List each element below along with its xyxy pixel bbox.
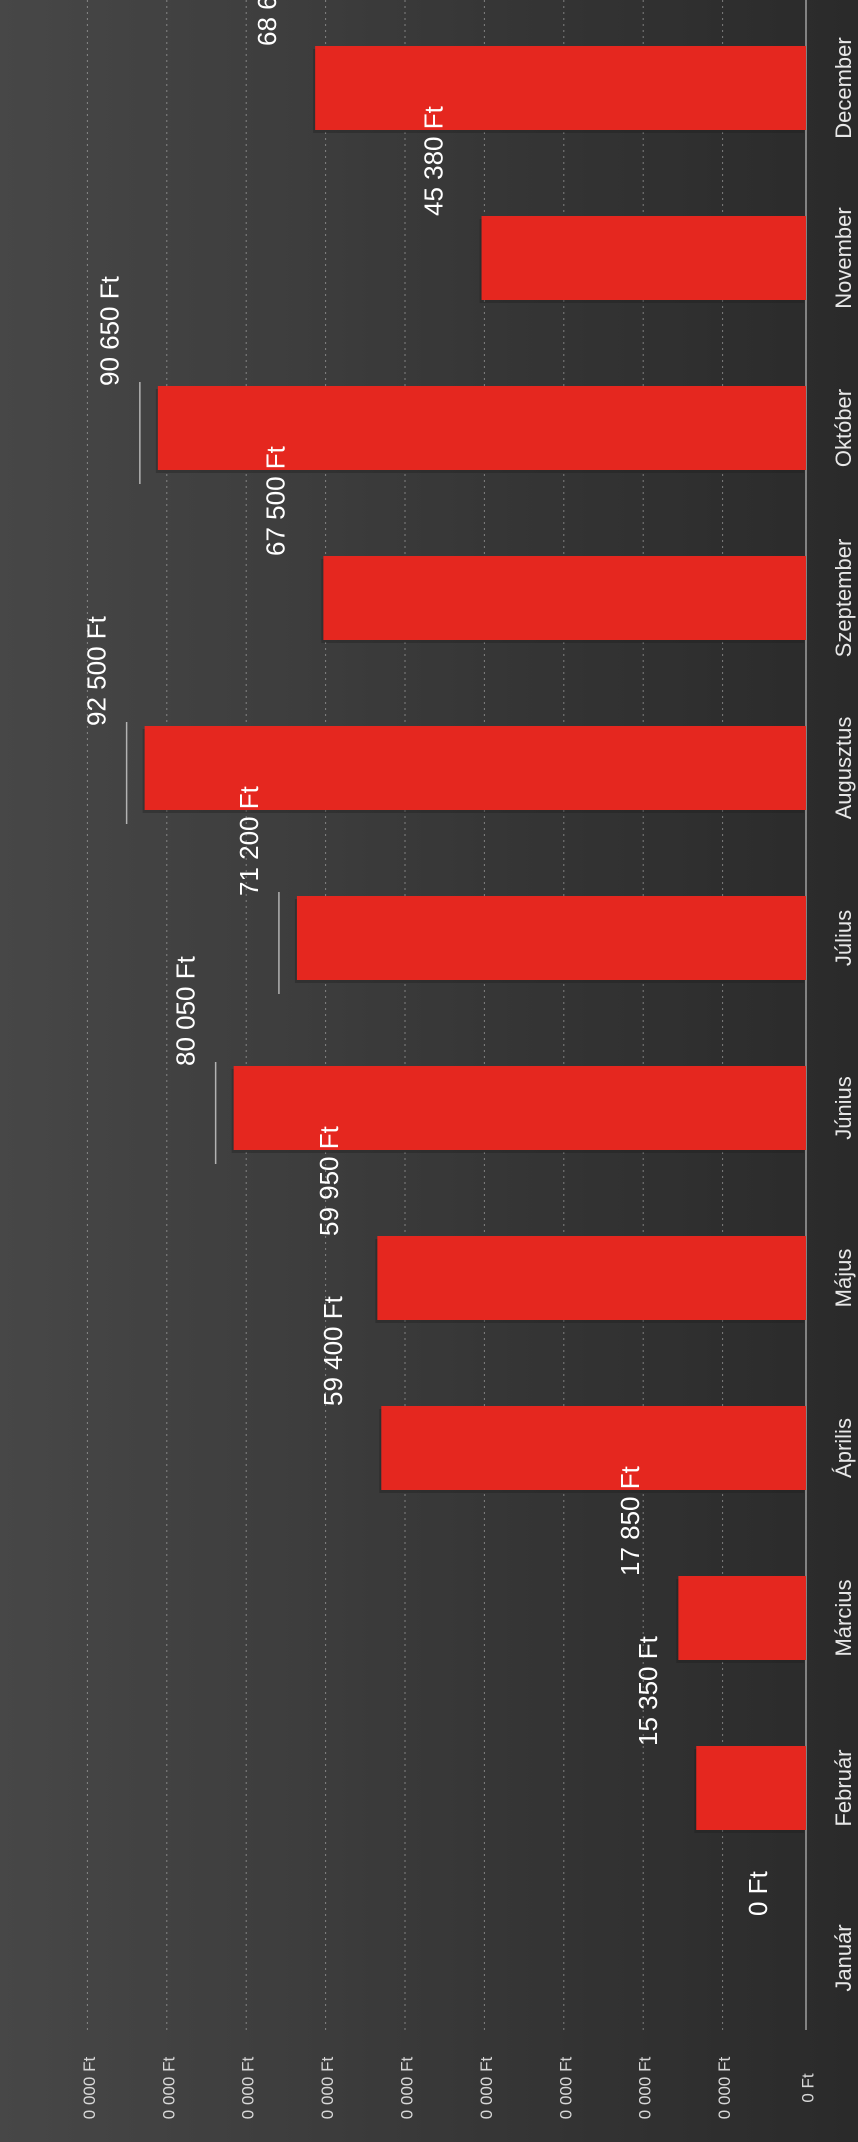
category-label: Augusztus: [831, 717, 856, 820]
value-label: 17 850 Ft: [615, 1465, 645, 1576]
value-label: 90 650 Ft: [95, 275, 125, 386]
category-label: November: [831, 207, 856, 308]
gridlines: [86, 0, 807, 2030]
category-label: Július: [831, 910, 856, 966]
tick-label: 0 Ft: [798, 2073, 817, 2103]
value-label: 71 200 Ft: [234, 785, 264, 896]
tick-label: 0 000 Ft: [397, 2057, 416, 2120]
category-label: Április: [831, 1418, 856, 1478]
category-label: December: [831, 37, 856, 138]
tick-label: 0 000 Ft: [318, 2057, 337, 2120]
value-label: 59 400 Ft: [318, 1295, 348, 1406]
tick-label: 0 000 Ft: [636, 2057, 655, 2120]
value-label: 68 650 Ft: [252, 0, 282, 46]
value-label: 92 500 Ft: [82, 615, 112, 726]
bar-11: [481, 216, 806, 300]
tick-label: 0 000 Ft: [239, 2057, 258, 2120]
bar-10: [157, 386, 807, 470]
category-label: Február: [831, 1749, 856, 1826]
bar-4: [381, 1406, 806, 1490]
tick-label: 0 000 Ft: [477, 2057, 496, 2120]
category-label: Szeptember: [831, 539, 856, 658]
tick-label: 0 000 Ft: [80, 2057, 99, 2120]
value-label: 80 050 Ft: [171, 955, 201, 1066]
value-label: 59 950 Ft: [314, 1125, 344, 1236]
bars: [125, 46, 807, 1833]
category-label: Május: [831, 1249, 856, 1308]
bar-8: [144, 726, 806, 810]
bar-5: [377, 1236, 806, 1320]
category-label: Október: [831, 389, 856, 467]
value-label: 0 Ft: [743, 1870, 773, 1916]
tick-label: 0 000 Ft: [715, 2057, 734, 2120]
category-label: Június: [831, 1076, 856, 1140]
value-label: 67 500 Ft: [260, 445, 290, 556]
bar-9: [323, 556, 806, 640]
bar-3: [678, 1576, 806, 1660]
tick-label: 0 000 Ft: [159, 2057, 178, 2120]
bar-2: [696, 1746, 806, 1830]
value-label: 15 350 Ft: [633, 1635, 663, 1746]
category-label: Március: [831, 1579, 856, 1656]
bar-12: [315, 46, 806, 130]
bar-6: [233, 1066, 806, 1150]
bar-7: [296, 896, 806, 980]
category-label: Január: [831, 1924, 856, 1991]
tick-label: 0 000 Ft: [556, 2057, 575, 2120]
value-label: 45 380 Ft: [418, 105, 448, 216]
